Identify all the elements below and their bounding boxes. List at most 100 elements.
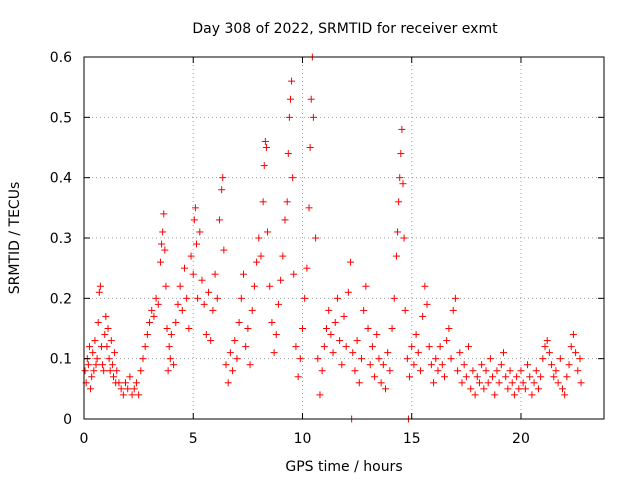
data-point <box>220 246 228 254</box>
data-point <box>329 349 337 357</box>
data-point <box>260 162 268 170</box>
data-point <box>351 367 359 375</box>
data-point <box>508 379 516 387</box>
data-point <box>174 300 182 308</box>
data-point <box>400 234 408 242</box>
data-point <box>178 306 186 314</box>
data-point <box>539 355 547 363</box>
data-point <box>246 361 254 369</box>
data-point <box>148 306 156 314</box>
data-point <box>563 373 571 381</box>
data-point <box>569 331 577 339</box>
data-point <box>342 343 350 351</box>
data-point <box>101 331 109 339</box>
data-point <box>274 300 282 308</box>
data-point <box>344 288 352 296</box>
data-point <box>550 373 558 381</box>
data-point <box>209 306 217 314</box>
data-point <box>499 349 507 357</box>
data-point <box>141 343 149 351</box>
data-point <box>491 391 499 399</box>
data-point <box>307 95 315 103</box>
data-point <box>146 318 154 326</box>
data-point <box>312 234 320 242</box>
data-point <box>279 252 287 260</box>
data-point <box>190 216 198 224</box>
data-point <box>99 361 107 369</box>
data-point <box>250 282 258 290</box>
data-point <box>552 367 560 375</box>
data-point <box>320 343 328 351</box>
data-point <box>454 367 462 375</box>
data-point <box>366 361 374 369</box>
data-point <box>137 367 145 375</box>
data-point <box>397 150 405 158</box>
data-point <box>104 325 112 332</box>
data-point <box>165 343 173 351</box>
data-point <box>567 343 575 351</box>
data-point <box>150 312 158 320</box>
data-point <box>486 355 494 363</box>
data-point <box>128 391 136 399</box>
data-point <box>364 325 372 332</box>
data-point <box>524 361 532 369</box>
data-point <box>111 349 119 357</box>
data-point <box>124 385 132 393</box>
data-point <box>371 373 379 381</box>
data-point <box>556 355 564 363</box>
data-point <box>392 252 400 260</box>
data-point <box>430 379 438 387</box>
data-point <box>510 391 518 399</box>
data-point <box>333 294 341 302</box>
data-point <box>493 367 501 375</box>
data-point <box>398 125 406 133</box>
data-point <box>416 367 424 375</box>
data-point <box>285 113 293 121</box>
data-point <box>162 282 170 290</box>
data-point <box>460 361 468 369</box>
data-point <box>403 355 411 363</box>
data-point <box>262 144 270 151</box>
data-point <box>323 325 331 332</box>
data-point <box>368 343 376 351</box>
data-point <box>331 318 339 326</box>
data-point <box>183 294 191 302</box>
data-point <box>294 373 302 381</box>
data-point <box>574 367 582 375</box>
data-point <box>277 276 285 284</box>
data-point <box>451 294 459 302</box>
data-point <box>419 312 427 320</box>
data-point <box>290 270 298 278</box>
data-point <box>513 373 521 381</box>
data-point <box>298 325 306 332</box>
data-point <box>115 379 123 387</box>
data-point <box>166 355 174 363</box>
y-axis-label: SRMTID / TECUs <box>7 182 23 295</box>
data-point <box>233 355 241 363</box>
data-point <box>432 355 440 363</box>
data-point <box>205 288 213 296</box>
data-point <box>561 391 569 399</box>
data-point <box>379 361 387 369</box>
data-point <box>211 270 219 278</box>
data-point <box>119 391 127 399</box>
data-point <box>268 318 276 326</box>
data-point <box>270 349 278 357</box>
data-point <box>160 210 168 218</box>
y-tick-label: 0 <box>63 412 72 428</box>
data-point <box>194 294 202 302</box>
data-point <box>572 349 580 357</box>
data-point <box>384 349 392 357</box>
y-tick-label: 0.4 <box>50 171 72 187</box>
data-point <box>132 379 140 387</box>
data-point <box>441 373 449 381</box>
data-point <box>390 294 398 302</box>
data-point <box>259 198 267 206</box>
data-point <box>289 174 297 182</box>
y-tick-label: 0.3 <box>50 231 72 247</box>
data-point <box>309 113 317 121</box>
data-point <box>100 367 108 375</box>
data-point <box>355 379 363 387</box>
data-point <box>396 174 404 182</box>
data-point <box>286 95 294 103</box>
